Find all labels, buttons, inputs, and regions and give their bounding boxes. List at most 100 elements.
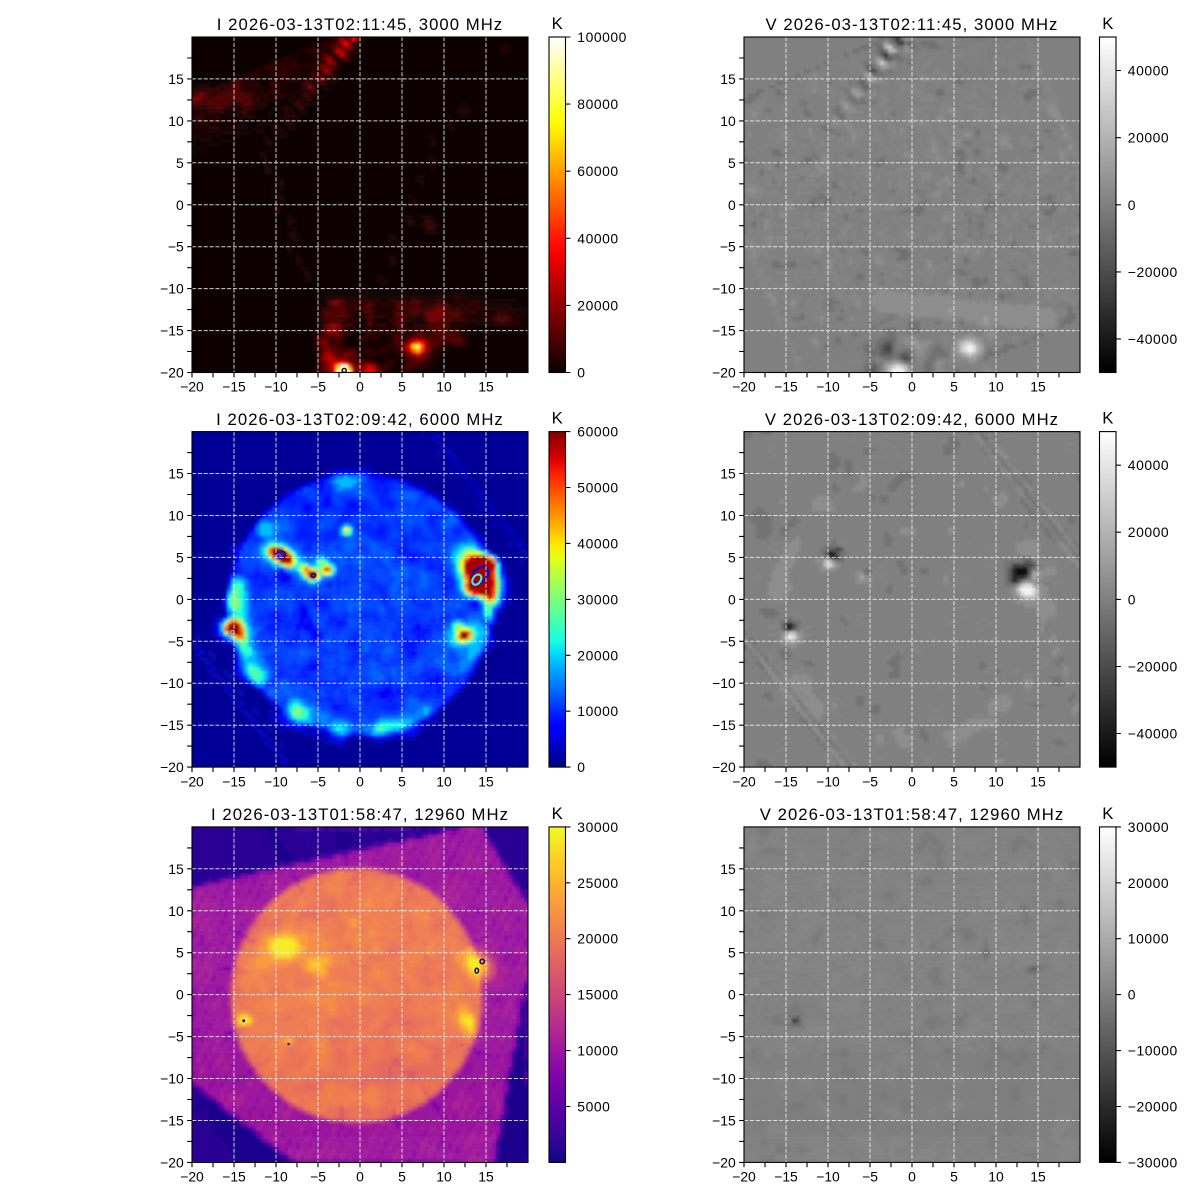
svg-text:−10: −10 xyxy=(264,773,288,789)
svg-text:−10: −10 xyxy=(816,773,840,789)
svg-text:30000: 30000 xyxy=(577,819,618,835)
svg-text:−5: −5 xyxy=(862,379,878,395)
svg-text:−20: −20 xyxy=(160,365,184,381)
svg-text:5: 5 xyxy=(176,549,184,565)
svg-text:40000: 40000 xyxy=(577,535,618,551)
svg-text:K: K xyxy=(1102,804,1113,823)
svg-text:0: 0 xyxy=(1128,591,1136,607)
svg-text:15000: 15000 xyxy=(577,987,618,1003)
svg-text:−15: −15 xyxy=(712,717,736,733)
svg-text:−15: −15 xyxy=(222,379,246,395)
svg-text:20000: 20000 xyxy=(577,297,618,313)
svg-text:−20: −20 xyxy=(180,773,204,789)
svg-text:−20000: −20000 xyxy=(1128,1099,1178,1115)
svg-text:−10: −10 xyxy=(264,379,288,395)
svg-text:5: 5 xyxy=(398,1169,406,1185)
svg-text:−30000: −30000 xyxy=(1128,1154,1178,1170)
svg-text:5: 5 xyxy=(176,945,184,961)
svg-text:20000: 20000 xyxy=(577,931,618,947)
svg-text:0: 0 xyxy=(908,1169,916,1185)
svg-text:−20: −20 xyxy=(712,759,736,775)
svg-text:−15: −15 xyxy=(160,1113,184,1129)
svg-text:15: 15 xyxy=(720,466,736,482)
svg-text:0: 0 xyxy=(356,1169,364,1185)
svg-text:−40000: −40000 xyxy=(1128,726,1178,742)
svg-text:15: 15 xyxy=(168,71,184,87)
svg-text:10: 10 xyxy=(988,379,1004,395)
svg-text:10: 10 xyxy=(988,1169,1004,1185)
svg-text:15: 15 xyxy=(168,861,184,877)
svg-text:15: 15 xyxy=(478,379,494,395)
svg-text:−20: −20 xyxy=(160,759,184,775)
svg-text:−15: −15 xyxy=(712,1113,736,1129)
svg-text:5: 5 xyxy=(728,155,736,171)
svg-text:−5: −5 xyxy=(720,239,736,255)
svg-text:10: 10 xyxy=(720,508,736,524)
svg-text:−20: −20 xyxy=(712,365,736,381)
svg-text:−10: −10 xyxy=(816,379,840,395)
svg-text:I 2026-03-13T02:09:42, 6000 MH: I 2026-03-13T02:09:42, 6000 MHz xyxy=(216,410,504,429)
svg-text:−10: −10 xyxy=(160,1071,184,1087)
svg-text:−20: −20 xyxy=(732,1169,756,1185)
svg-text:25000: 25000 xyxy=(577,875,618,891)
svg-text:−5: −5 xyxy=(310,1169,326,1185)
svg-text:20000: 20000 xyxy=(1128,524,1169,540)
svg-text:60000: 60000 xyxy=(577,163,618,179)
svg-text:80000: 80000 xyxy=(577,96,618,112)
svg-text:−15: −15 xyxy=(774,379,798,395)
svg-text:15: 15 xyxy=(1030,379,1046,395)
svg-text:20000: 20000 xyxy=(1128,130,1169,146)
svg-text:−20: −20 xyxy=(732,379,756,395)
svg-text:0: 0 xyxy=(176,591,184,607)
svg-text:−15: −15 xyxy=(774,1169,798,1185)
svg-text:I 2026-03-13T01:58:47, 12960 M: I 2026-03-13T01:58:47, 12960 MHz xyxy=(211,805,509,824)
svg-text:40000: 40000 xyxy=(577,230,618,246)
svg-text:−5: −5 xyxy=(720,1029,736,1045)
svg-text:−20: −20 xyxy=(180,1169,204,1185)
svg-text:0: 0 xyxy=(176,197,184,213)
svg-text:−10: −10 xyxy=(712,1071,736,1087)
svg-text:0: 0 xyxy=(1128,197,1136,213)
svg-text:30000: 30000 xyxy=(577,591,618,607)
svg-text:10: 10 xyxy=(436,773,452,789)
svg-text:−15: −15 xyxy=(222,773,246,789)
svg-text:K: K xyxy=(1102,14,1113,33)
svg-text:5: 5 xyxy=(950,379,958,395)
svg-text:10: 10 xyxy=(720,113,736,129)
svg-text:0: 0 xyxy=(728,197,736,213)
svg-text:50000: 50000 xyxy=(577,480,618,496)
svg-text:−5: −5 xyxy=(310,773,326,789)
svg-text:5: 5 xyxy=(398,379,406,395)
svg-text:10000: 10000 xyxy=(577,1043,618,1059)
svg-text:−20: −20 xyxy=(160,1154,184,1170)
svg-text:−10: −10 xyxy=(816,1169,840,1185)
svg-text:5: 5 xyxy=(950,1169,958,1185)
svg-text:10: 10 xyxy=(168,508,184,524)
svg-text:5: 5 xyxy=(398,773,406,789)
svg-text:10: 10 xyxy=(720,903,736,919)
svg-text:−10: −10 xyxy=(712,281,736,297)
svg-text:−5: −5 xyxy=(168,1029,184,1045)
svg-text:10000: 10000 xyxy=(1128,931,1169,947)
svg-text:−15: −15 xyxy=(160,323,184,339)
svg-text:K: K xyxy=(552,804,563,823)
svg-text:−5: −5 xyxy=(168,633,184,649)
svg-text:−20: −20 xyxy=(712,1154,736,1170)
svg-text:0: 0 xyxy=(356,773,364,789)
svg-text:100000: 100000 xyxy=(577,29,627,45)
svg-text:0: 0 xyxy=(176,987,184,1003)
svg-text:−15: −15 xyxy=(712,323,736,339)
svg-text:40000: 40000 xyxy=(1128,63,1169,79)
svg-text:−15: −15 xyxy=(774,773,798,789)
svg-text:5: 5 xyxy=(176,155,184,171)
svg-text:−20000: −20000 xyxy=(1128,264,1178,280)
svg-text:V 2026-03-13T01:58:47, 12960 M: V 2026-03-13T01:58:47, 12960 MHz xyxy=(760,805,1065,824)
svg-text:−5: −5 xyxy=(720,633,736,649)
svg-text:0: 0 xyxy=(577,365,585,381)
svg-text:30000: 30000 xyxy=(1128,819,1169,835)
svg-text:0: 0 xyxy=(908,773,916,789)
svg-text:V 2026-03-13T02:11:45, 3000 MH: V 2026-03-13T02:11:45, 3000 MHz xyxy=(766,15,1059,34)
svg-text:15: 15 xyxy=(1030,773,1046,789)
svg-text:5000: 5000 xyxy=(577,1099,610,1115)
svg-text:−5: −5 xyxy=(862,773,878,789)
